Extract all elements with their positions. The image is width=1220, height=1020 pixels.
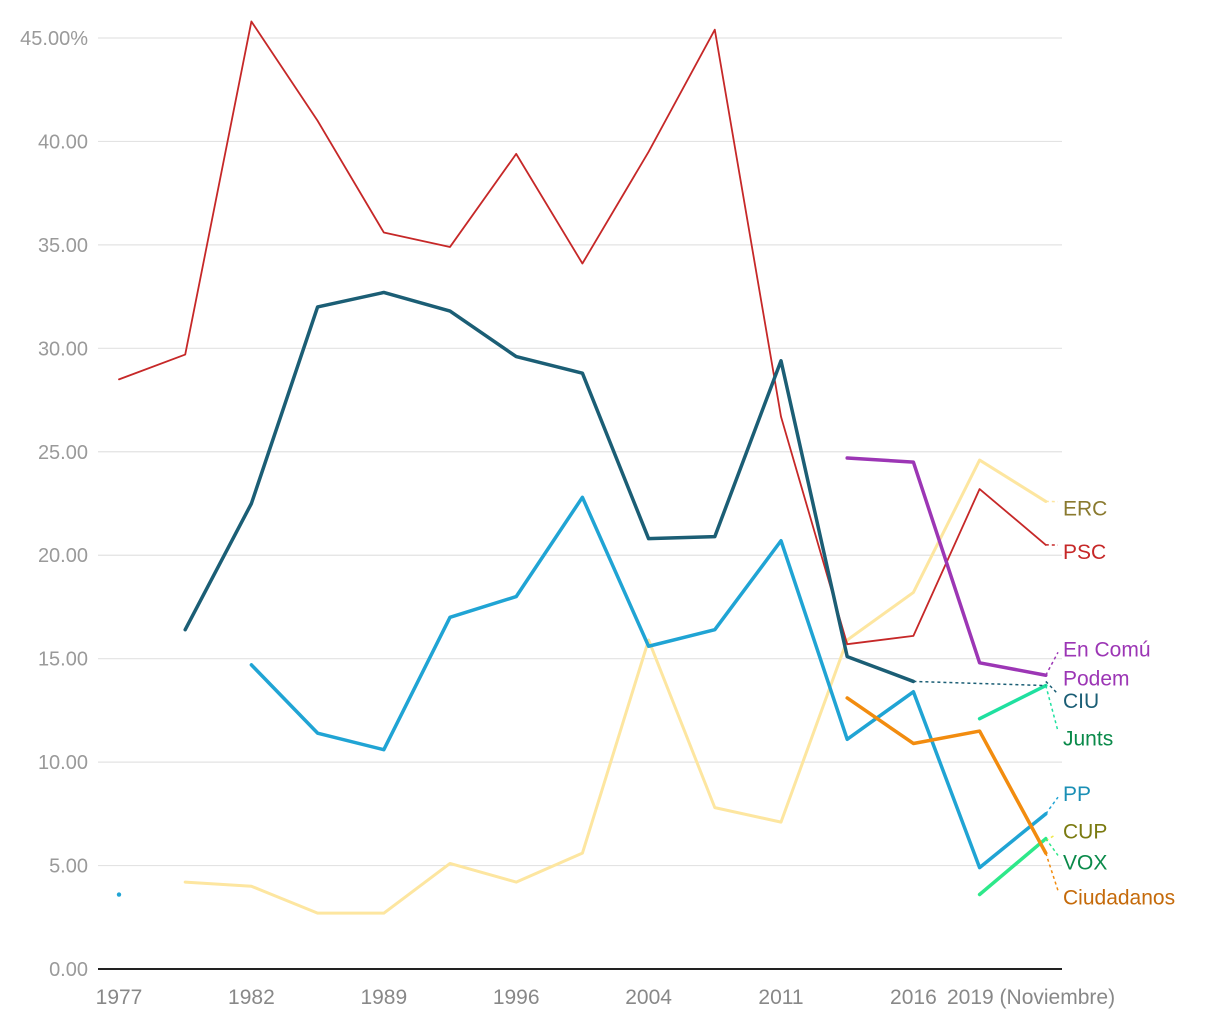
y-tick-label: 35.00 (38, 235, 88, 257)
series-label-cup: CUP (1063, 820, 1107, 843)
x-tick-label: 2019 (Noviembre) (947, 986, 1115, 1009)
x-tick-label: 2004 (625, 986, 672, 1009)
series-label-ciu: CIU (1063, 690, 1099, 713)
leader-line (1045, 833, 1057, 842)
y-tick-label: 30.00 (38, 338, 88, 360)
series-label-junts: Junts (1063, 727, 1113, 750)
series-line-en-com-podem (845, 456, 1048, 677)
y-tick-label: 25.00 (38, 442, 88, 464)
series-line-junts (977, 683, 1048, 721)
y-tick-label: 45.00% (20, 28, 88, 50)
series-line-pp (249, 495, 1048, 870)
leader-line (1045, 796, 1059, 815)
grid-lines (98, 37, 1062, 867)
series-label-ciudadanos: Ciudadanos (1063, 887, 1175, 910)
y-tick-label: 40.00 (38, 131, 88, 153)
leader-line (1045, 852, 1059, 891)
series-lines (116, 20, 1048, 915)
leader-line (1045, 651, 1059, 676)
series-line-erc (183, 458, 1048, 915)
x-tick-label: 1989 (360, 986, 407, 1009)
series-line-ciu-extension (913, 680, 1046, 687)
x-tick-label: 1977 (96, 986, 143, 1009)
series-point-pp (116, 892, 122, 897)
leader-line (1045, 680, 1059, 695)
y-tick-label: 10.00 (38, 752, 88, 774)
series-line-ciu (183, 290, 916, 684)
leader-line (1045, 838, 1059, 856)
x-tick-label: 1982 (228, 986, 275, 1009)
series-label-erc: ERC (1063, 498, 1107, 521)
series-label-pp: PP (1063, 783, 1091, 806)
series-line-vox (977, 836, 1048, 897)
series-line-psc (118, 20, 1047, 646)
y-tick-label: 15.00 (38, 649, 88, 671)
series-label-psc: PSC (1063, 541, 1106, 564)
series-label-en-com-: En Comú (1063, 638, 1151, 661)
y-tick-label: 20.00 (38, 545, 88, 567)
y-tick-label: 5.00 (49, 856, 88, 878)
leader-line (1045, 685, 1059, 732)
x-tick-label: 2011 (758, 986, 803, 1009)
y-tick-label: 0.00 (49, 959, 88, 981)
axes: 45.00% 40.00 35.00 30.00 25.00 20.00 15.00 10.0… (20, 28, 1115, 1009)
series-line-ciudadanos (845, 696, 1048, 855)
x-tick-label: 2016 (890, 986, 937, 1009)
series-label-podem: Podem (1063, 667, 1130, 690)
x-tick-label: 1996 (493, 986, 540, 1009)
series-label-vox: VOX (1063, 851, 1107, 874)
